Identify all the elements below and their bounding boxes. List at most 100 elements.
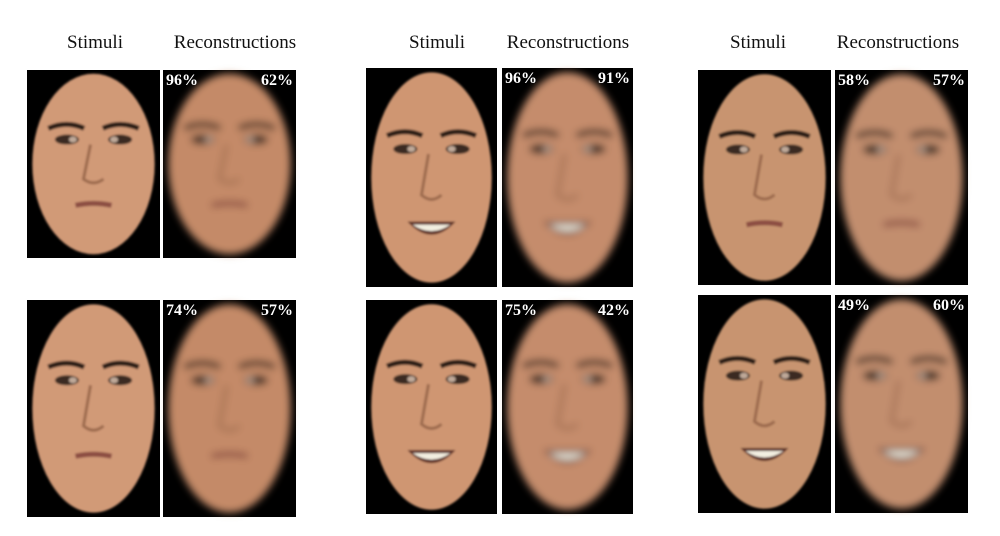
eyebrow bbox=[718, 130, 757, 139]
mouth bbox=[210, 451, 249, 459]
eye-white bbox=[739, 372, 748, 379]
nose bbox=[217, 144, 241, 185]
face bbox=[840, 299, 963, 509]
face-skin bbox=[371, 72, 492, 283]
eye-white bbox=[68, 377, 77, 384]
face-skin bbox=[703, 299, 826, 509]
face bbox=[32, 304, 155, 513]
score: 75% bbox=[505, 302, 537, 319]
nose bbox=[889, 380, 913, 428]
mouth bbox=[210, 200, 249, 208]
face bbox=[371, 304, 492, 510]
eyebrow bbox=[385, 359, 424, 369]
eyebrow bbox=[183, 360, 222, 370]
face bbox=[703, 74, 826, 281]
score: 60% bbox=[933, 297, 965, 314]
eyebrow bbox=[439, 129, 478, 139]
face bbox=[168, 304, 291, 513]
face-skin bbox=[840, 74, 963, 281]
teeth bbox=[882, 450, 921, 458]
eyebrow bbox=[772, 355, 811, 365]
face-skin bbox=[507, 72, 628, 283]
face bbox=[840, 74, 963, 281]
eyebrow bbox=[855, 355, 894, 365]
face bbox=[168, 73, 291, 255]
mouth bbox=[882, 220, 921, 228]
eyebrow bbox=[101, 360, 140, 370]
eyebrow bbox=[521, 359, 560, 369]
eye-white bbox=[68, 136, 77, 143]
face-skin bbox=[703, 74, 826, 281]
eye-white bbox=[204, 377, 213, 384]
eyebrow bbox=[237, 360, 276, 370]
header-stimuli: Stimuli bbox=[730, 32, 786, 53]
face-skin bbox=[32, 73, 155, 255]
eyebrow bbox=[439, 359, 478, 369]
stimulus-image bbox=[366, 300, 497, 514]
nose bbox=[889, 154, 913, 201]
header-reconstructions: Reconstructions bbox=[837, 32, 959, 53]
score: 49% bbox=[838, 297, 870, 314]
face-skin bbox=[168, 304, 291, 513]
score: 96% bbox=[505, 70, 537, 87]
nose bbox=[752, 380, 776, 428]
nose bbox=[81, 144, 105, 185]
face bbox=[507, 72, 628, 283]
eye-white bbox=[110, 136, 119, 143]
eyebrow bbox=[718, 355, 757, 365]
face-skin bbox=[840, 299, 963, 509]
face-skin bbox=[507, 304, 628, 510]
eyebrow bbox=[101, 121, 140, 131]
score: 91% bbox=[598, 70, 630, 87]
face bbox=[32, 73, 155, 255]
eye-white bbox=[447, 376, 456, 383]
stimulus-image bbox=[27, 70, 160, 258]
eye-white bbox=[407, 376, 416, 383]
stimulus-image bbox=[366, 68, 497, 287]
eyebrow bbox=[909, 355, 948, 365]
stimulus-image bbox=[698, 70, 831, 285]
face-skin bbox=[168, 73, 291, 255]
eyebrow bbox=[47, 360, 86, 370]
eyebrow bbox=[855, 130, 894, 139]
eye-white bbox=[918, 372, 927, 379]
mouth bbox=[74, 200, 113, 208]
eye-white bbox=[781, 146, 790, 153]
nose bbox=[752, 154, 776, 201]
stimulus-image bbox=[698, 295, 831, 513]
reconstruction-image bbox=[502, 300, 633, 514]
eyebrow bbox=[47, 121, 86, 131]
stimulus-image bbox=[27, 300, 160, 517]
eye-white bbox=[110, 377, 119, 384]
reconstruction-image bbox=[163, 70, 296, 258]
eyebrow bbox=[772, 130, 811, 139]
face bbox=[507, 304, 628, 510]
eyebrow bbox=[521, 129, 560, 139]
eye-white bbox=[407, 146, 416, 153]
reconstruction-image bbox=[835, 295, 968, 513]
nose bbox=[419, 153, 443, 201]
face-skin bbox=[32, 304, 155, 513]
eye-white bbox=[918, 146, 927, 153]
reconstruction-image bbox=[835, 70, 968, 285]
face-skin bbox=[371, 304, 492, 510]
eyebrow bbox=[237, 121, 276, 131]
reconstruction-image bbox=[502, 68, 633, 287]
teeth bbox=[548, 453, 587, 460]
mouth bbox=[745, 220, 784, 228]
nose bbox=[555, 153, 579, 201]
teeth bbox=[745, 450, 784, 458]
eye-white bbox=[246, 377, 255, 384]
eyebrow bbox=[575, 359, 614, 369]
score: 58% bbox=[838, 72, 870, 89]
nose bbox=[419, 383, 443, 430]
nose bbox=[81, 385, 105, 432]
eye-white bbox=[583, 376, 592, 383]
score: 42% bbox=[598, 302, 630, 319]
eye-white bbox=[876, 372, 885, 379]
header-stimuli: Stimuli bbox=[409, 32, 465, 53]
eye-white bbox=[739, 146, 748, 153]
reconstruction-image bbox=[163, 300, 296, 517]
nose bbox=[555, 383, 579, 430]
